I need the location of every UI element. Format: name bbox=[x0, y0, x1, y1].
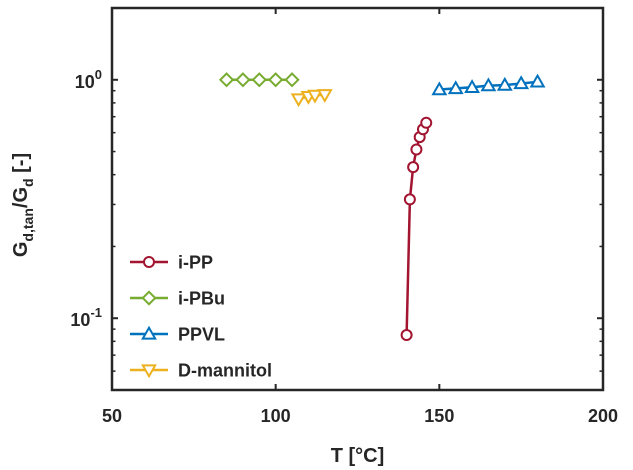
data-point bbox=[496, 76, 513, 91]
data-point bbox=[410, 143, 423, 156]
series-d-mannitol bbox=[290, 89, 333, 108]
x-tick-label: 200 bbox=[588, 406, 618, 426]
data-point bbox=[218, 72, 235, 88]
y-label-g1: G bbox=[10, 242, 32, 258]
series-i-pbu bbox=[218, 72, 300, 88]
legend-item: i-PP bbox=[130, 253, 213, 273]
series-ppvl bbox=[431, 73, 546, 96]
data-point bbox=[464, 79, 480, 93]
data-point bbox=[316, 89, 333, 104]
legend-label: D-mannitol bbox=[178, 361, 272, 381]
data-point bbox=[235, 72, 251, 88]
data-point bbox=[407, 161, 420, 174]
y-tick-label: 100 bbox=[75, 67, 102, 92]
legend-label: i-PP bbox=[178, 253, 213, 273]
x-tick-label: 100 bbox=[261, 406, 291, 426]
x-axis-label: T [°C] bbox=[331, 445, 385, 467]
data-point bbox=[420, 116, 433, 129]
data-point bbox=[268, 72, 284, 88]
x-tick-label: 150 bbox=[424, 406, 454, 426]
legend-item: D-mannitol bbox=[130, 361, 272, 381]
data-point bbox=[480, 77, 497, 92]
legend-label: i-PBu bbox=[178, 289, 225, 309]
data-point bbox=[447, 80, 464, 95]
series-i-pp bbox=[400, 116, 433, 342]
legend-marker bbox=[141, 290, 157, 306]
y-label-sub1: d,tan bbox=[20, 208, 36, 241]
legend: i-PP i-PBu PPVL D-mannitol bbox=[130, 253, 272, 381]
x-tick-label: 50 bbox=[102, 406, 122, 426]
legend-label: PPVL bbox=[178, 325, 225, 345]
y-label-unit: [-] bbox=[10, 153, 32, 179]
plot-frame bbox=[110, 6, 605, 392]
y-label-sub2: d bbox=[20, 178, 36, 187]
data-point bbox=[251, 72, 267, 88]
legend-marker bbox=[143, 256, 155, 268]
data-point bbox=[431, 81, 448, 96]
y-tick-label: 10-1 bbox=[70, 305, 102, 330]
data-point bbox=[400, 329, 413, 342]
legend-item: PPVL bbox=[130, 325, 225, 345]
legend-item: i-PBu bbox=[130, 289, 225, 309]
y-axis-label: Gd,tan/Gd [-] bbox=[10, 153, 36, 257]
legend-marker bbox=[141, 325, 157, 340]
legend-marker bbox=[141, 364, 157, 379]
data-point bbox=[513, 75, 530, 90]
data-point bbox=[529, 73, 546, 88]
data-point bbox=[290, 93, 307, 108]
axis-ticks: 50 100 150 200 100 10-1 bbox=[70, 7, 618, 426]
y-label-slash: /G bbox=[10, 187, 32, 208]
data-point bbox=[307, 89, 323, 104]
series-group bbox=[218, 72, 546, 342]
data-point bbox=[284, 72, 300, 88]
data-point bbox=[403, 193, 416, 206]
